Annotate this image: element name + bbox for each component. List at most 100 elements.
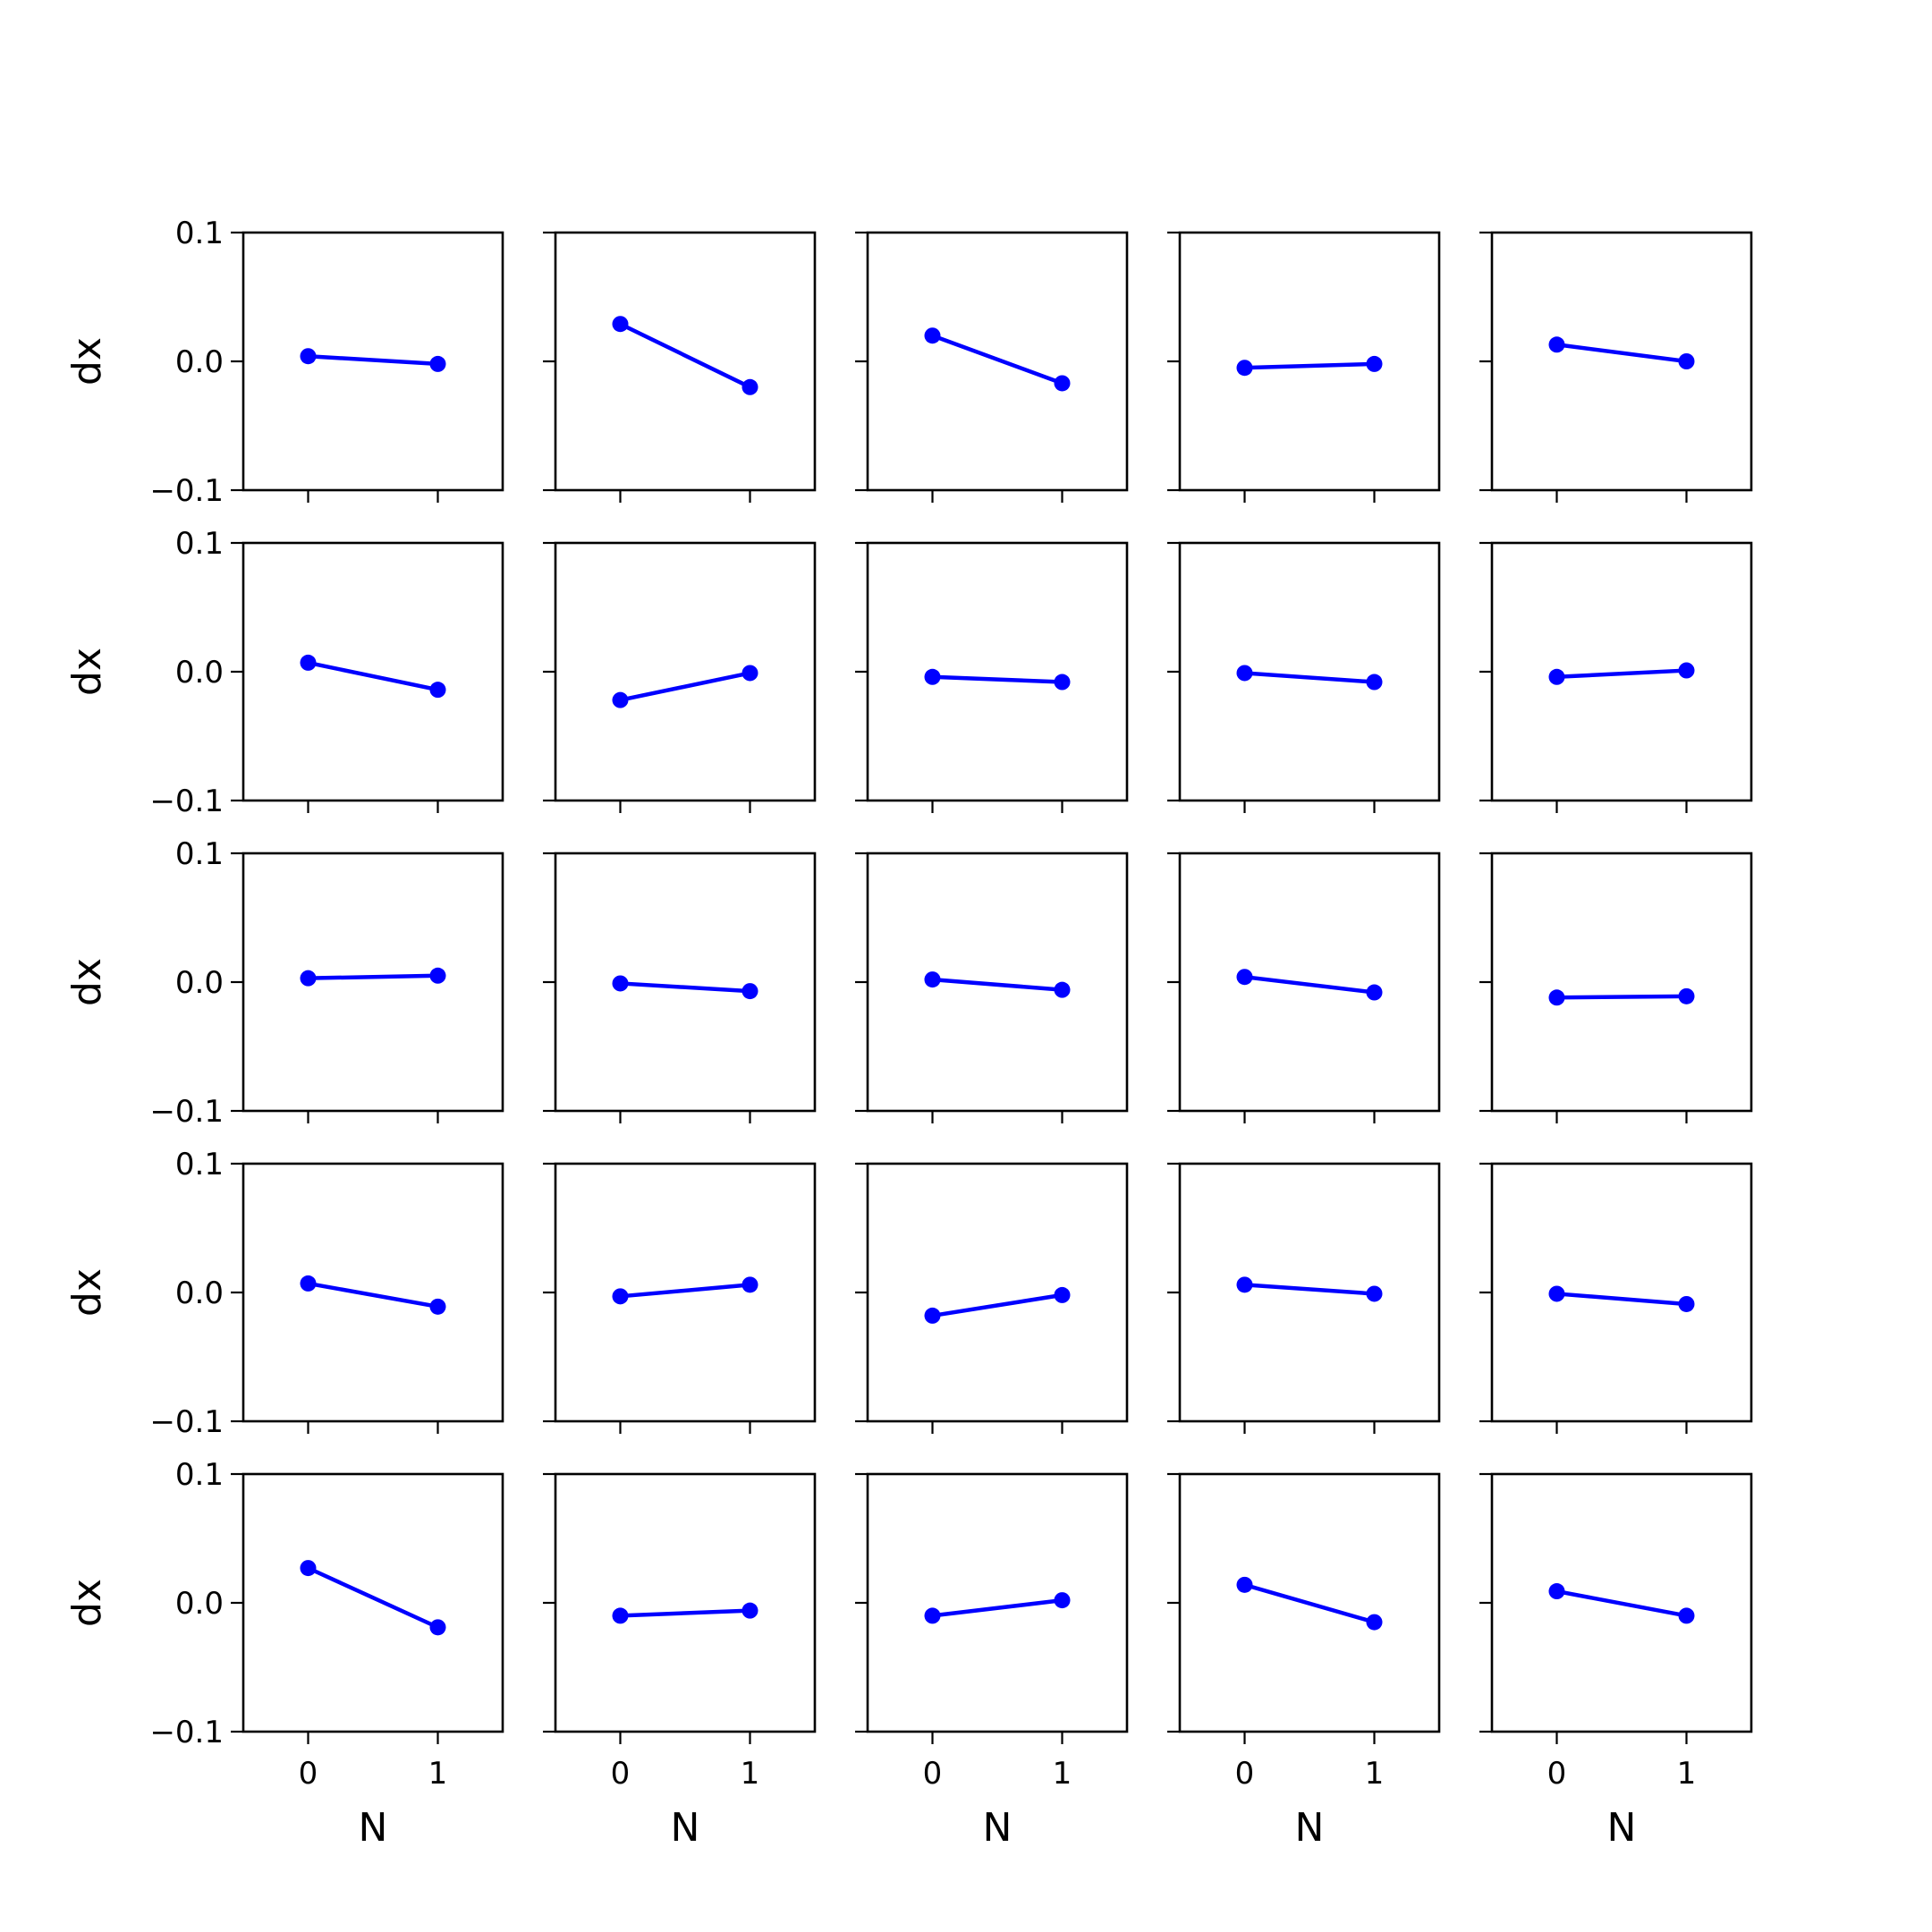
data-point: [429, 682, 446, 699]
subplot-frame: [866, 1162, 1129, 1423]
data-point: [1678, 987, 1695, 1004]
data-point: [924, 668, 941, 685]
series-line: [620, 981, 750, 994]
subplot-frame: [1178, 231, 1441, 492]
data-point: [1548, 1285, 1565, 1302]
y-tick-label: −0.1: [149, 1715, 224, 1750]
data-point: [300, 654, 317, 671]
y-tick-label: −0.1: [149, 784, 224, 819]
series-line: [932, 674, 1063, 684]
y-tick-label: 0.1: [175, 1147, 224, 1182]
subplot-r4-c1: 0.1 0.0 −0.1 dx: [64, 1147, 504, 1440]
x-axis-label: N: [359, 1805, 388, 1851]
series-line: [620, 1283, 750, 1299]
data-point: [429, 355, 446, 372]
series-line: [932, 1597, 1063, 1618]
subplot-r1-c3: [855, 231, 1129, 503]
subplot-r5-c5: 0 1 N: [1479, 1472, 1753, 1851]
subplot-r4-c2: [543, 1162, 817, 1434]
data-point: [612, 316, 629, 333]
series-line: [932, 977, 1063, 992]
subplot-frame: [1178, 852, 1441, 1113]
panels-layer: 0.10.0−0.1dx0.10.0−0.1dx0.10.0−0.1dx0.10…: [64, 216, 1753, 1851]
subplot-r3-c4: [1167, 852, 1441, 1123]
series-line: [308, 353, 438, 367]
y-tick-label: −0.1: [149, 1404, 224, 1440]
subplot-frame: [554, 231, 817, 492]
series-line: [1244, 671, 1375, 684]
data-point: [612, 1288, 629, 1305]
data-point: [1366, 355, 1383, 372]
subplot-r3-c1: 0.1 0.0 −0.1 dx: [64, 836, 504, 1130]
data-point: [741, 378, 758, 395]
data-point: [300, 1560, 317, 1577]
series-line: [1556, 668, 1687, 680]
data-point: [924, 1307, 941, 1324]
data-point: [741, 983, 758, 1000]
series-line: [620, 671, 750, 702]
y-axis-label: dx: [64, 1268, 110, 1317]
series-line: [308, 1281, 438, 1309]
subplot-r5-c2: 0 1 N: [543, 1472, 817, 1851]
data-point: [300, 348, 317, 365]
subplot-frame: [1490, 1162, 1753, 1423]
data-point: [1236, 665, 1253, 682]
subplot-frame: [242, 1162, 504, 1423]
y-axis-label: dx: [64, 958, 110, 1006]
subplot-r4-c5: [1479, 1162, 1753, 1434]
series-line: [1556, 994, 1687, 1000]
data-point: [1054, 375, 1071, 392]
data-point: [1548, 336, 1565, 353]
data-point: [429, 967, 446, 984]
y-axis-label: dx: [64, 1579, 110, 1627]
data-point: [1236, 360, 1253, 377]
x-tick-label: 0: [611, 1756, 631, 1792]
y-tick-label: −0.1: [149, 1094, 224, 1130]
subplot-r2-c2: [543, 541, 817, 813]
data-point: [1054, 981, 1071, 998]
subplot-r2-c3: [855, 541, 1129, 813]
subplot-r3-c2: [543, 852, 817, 1123]
series-line: [1243, 1582, 1376, 1624]
subplot-frame: [554, 541, 817, 802]
series-line: [620, 1608, 750, 1618]
x-tick-label: 1: [1053, 1756, 1072, 1792]
x-tick-label: 0: [923, 1756, 943, 1792]
subplot-frame: [866, 541, 1129, 802]
subplot-r5-c3: 0 1 N: [855, 1472, 1129, 1851]
data-point: [1548, 989, 1565, 1006]
data-point: [429, 1298, 446, 1315]
data-point: [924, 1607, 941, 1624]
y-axis-label: dx: [64, 337, 110, 386]
data-point: [1548, 1583, 1565, 1600]
data-point: [300, 1275, 317, 1292]
data-point: [1366, 1285, 1383, 1302]
subplot-r4-c3: [855, 1162, 1129, 1434]
data-point: [1054, 674, 1071, 691]
x-tick-label: 1: [428, 1756, 448, 1792]
series-line: [1244, 975, 1375, 995]
series-line: [308, 973, 438, 980]
series-line: [619, 322, 751, 389]
y-tick-label: 0.0: [175, 655, 224, 691]
data-point: [1236, 969, 1253, 986]
x-axis-label: N: [1607, 1805, 1637, 1851]
subplot-frame: [866, 1472, 1129, 1733]
data-point: [1236, 1276, 1253, 1293]
subplot-r5-c4: 0 1 N: [1167, 1472, 1441, 1851]
y-tick-label: 0.0: [175, 1275, 224, 1311]
x-axis-label: N: [1295, 1805, 1325, 1851]
series-line: [1244, 361, 1375, 370]
x-tick-label: 1: [1365, 1756, 1385, 1792]
y-tick-label: 0.0: [175, 344, 224, 380]
data-point: [429, 1619, 446, 1636]
x-axis-label: N: [671, 1805, 700, 1851]
subplot-r1-c2: [543, 231, 817, 503]
subplot-r1-c5: [1479, 231, 1753, 503]
subplot-r1-c4: [1167, 231, 1441, 503]
data-point: [1548, 668, 1565, 685]
y-tick-label: 0.1: [175, 836, 224, 872]
data-point: [741, 1602, 758, 1619]
subplot-frame: [1178, 541, 1441, 802]
